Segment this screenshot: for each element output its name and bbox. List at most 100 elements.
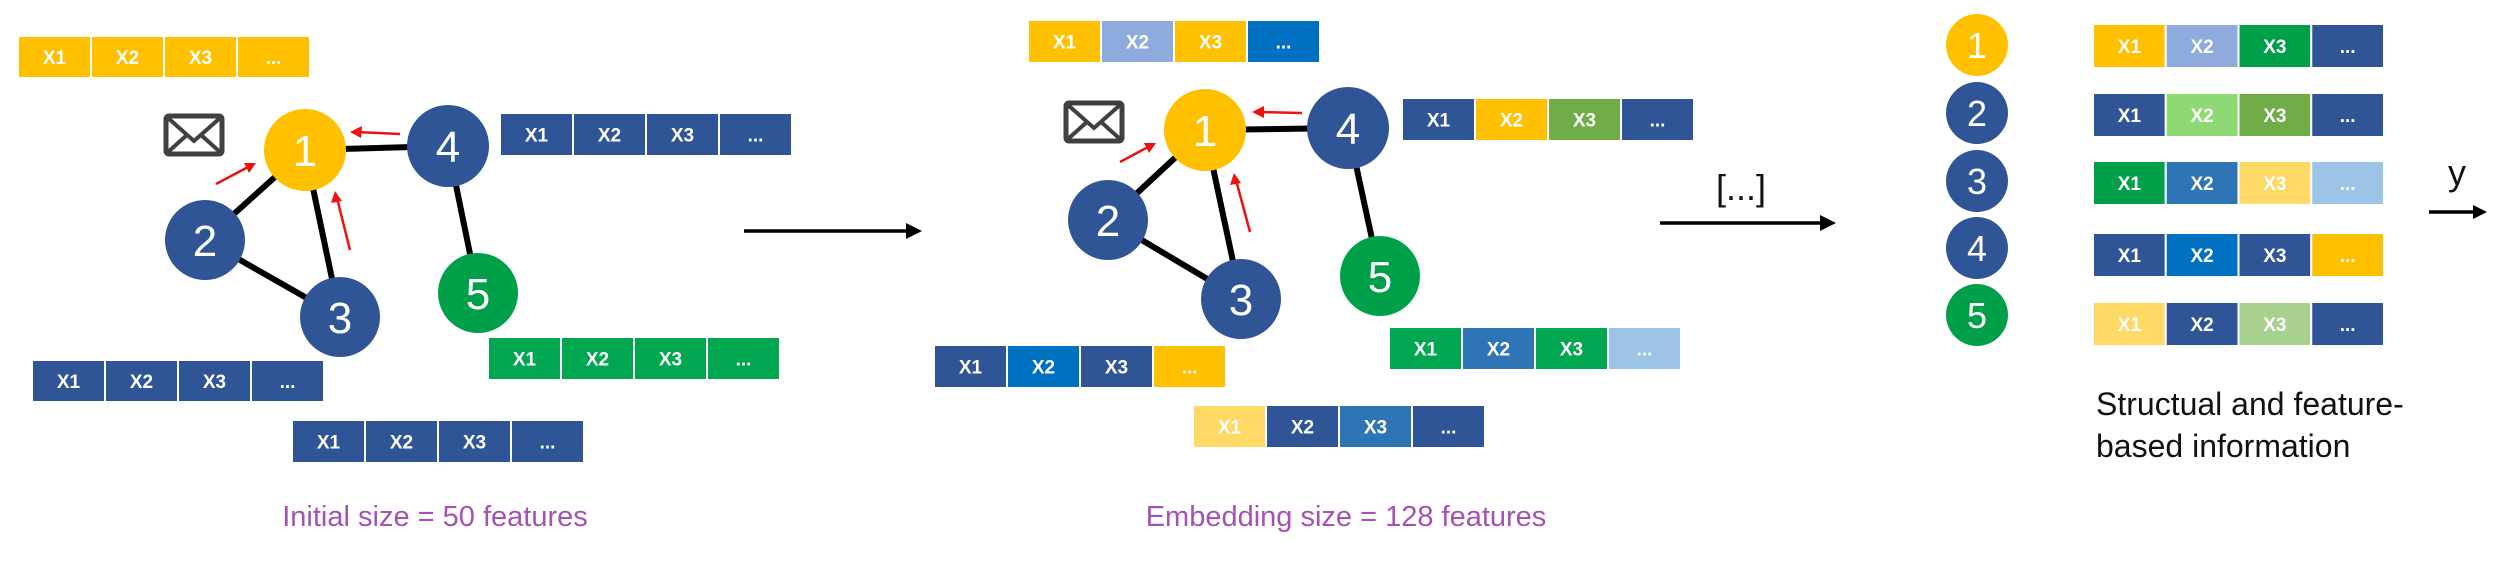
feature-cell	[2310, 23, 2385, 69]
feature-cell-label: X1	[2118, 174, 2142, 195]
legend-node-3: 3	[1946, 150, 2008, 212]
node-embedding-legend: 1 2 3 4 5 X1 X2 X3... X1 X2 X3... X1 X2 X3... …	[1946, 14, 2404, 464]
feature-cell	[437, 419, 512, 464]
legend-node-2: 2	[1946, 82, 2008, 144]
feature-cell-label: X3	[2263, 315, 2286, 336]
graph-node-1: 1	[1164, 89, 1246, 171]
feature-cell	[633, 336, 708, 381]
feature-vector-node-4: X1 X2 X3...	[499, 112, 793, 157]
feature-cell-label: X2	[1032, 358, 1055, 379]
arrowhead	[244, 163, 256, 173]
node-circle	[407, 105, 489, 187]
legend-node-1: 1	[1946, 14, 2008, 76]
node-label: 3	[1229, 276, 1253, 325]
feature-cell-label: ...	[736, 350, 752, 371]
node-circle	[1946, 284, 2008, 346]
legend-caption-line-2: based information	[2096, 428, 2350, 464]
node-label: 5	[1368, 253, 1392, 302]
feature-cell-label: X2	[598, 126, 621, 147]
feature-cell	[2237, 23, 2313, 69]
graph-node-5: 5	[1340, 236, 1420, 316]
feature-cell	[2237, 160, 2313, 206]
feature-cell-label: ...	[2340, 246, 2356, 267]
feature-cell-label: ...	[2340, 37, 2356, 58]
node-label: 1	[293, 127, 317, 176]
feature-cell	[2164, 23, 2240, 69]
node-label: 5	[466, 270, 490, 319]
feature-cell	[2092, 160, 2167, 206]
feature-cell-label: X1	[2118, 37, 2142, 58]
node-circle	[1946, 217, 2008, 279]
graph-node-4: 4	[407, 105, 489, 187]
graph-node-4: 4	[1307, 87, 1389, 169]
feature-cell-label: X2	[2191, 315, 2214, 336]
feature-cell	[1411, 404, 1486, 449]
legend-node-5: 5	[1946, 284, 2008, 346]
node-label: 3	[1967, 161, 1987, 202]
feature-cell-label: X3	[659, 350, 682, 371]
left-caption: Initial size = 50 features	[282, 501, 587, 533]
legend-vector-node-3: X1 X2 X3...	[2092, 160, 2385, 206]
arrowhead	[331, 191, 342, 203]
arrowhead	[906, 223, 922, 239]
feature-cell-label: X2	[2191, 106, 2214, 127]
feature-cell-label: X2	[1126, 33, 1149, 54]
node-label: 1	[1967, 25, 1987, 66]
feature-cell-label: X2	[1487, 340, 1510, 361]
feature-cell	[499, 112, 574, 157]
node-label: 3	[328, 294, 352, 343]
feature-cell	[2092, 232, 2167, 278]
feature-cell-label: X3	[1364, 418, 1387, 439]
feature-cell-label: ...	[748, 126, 764, 147]
feature-cell	[1461, 326, 1536, 371]
feature-cell	[1173, 19, 1248, 64]
arrowhead	[2473, 205, 2487, 219]
node-circle	[1946, 14, 2008, 76]
feature-cell-label: X3	[463, 433, 486, 454]
feature-cell-label: ...	[540, 433, 556, 454]
feature-cell	[706, 336, 781, 381]
node-circle	[264, 109, 346, 191]
feature-cell-label: X2	[2191, 174, 2214, 195]
message-arrow-from-4	[1257, 110, 1303, 115]
feature-cell-label: X3	[2263, 37, 2286, 58]
feature-vector-node-2: X1 X2 X3...	[933, 344, 1227, 389]
node-label: 2	[193, 217, 217, 266]
feature-cell-label: X2	[2191, 246, 2214, 267]
feature-vector-node-5: X1 X2 X3...	[487, 336, 781, 381]
graph-node-2: 2	[165, 200, 245, 280]
arrowhead	[1820, 215, 1836, 231]
legend-caption-line-1: Structual and feature-	[2096, 386, 2404, 422]
node-label: 4	[1967, 228, 1987, 269]
feature-cell-label: X3	[1105, 358, 1128, 379]
feature-cell	[1265, 404, 1340, 449]
node-label: 5	[1967, 295, 1987, 336]
feature-cell-label: X1	[959, 358, 983, 379]
feature-cell-label: ...	[2340, 315, 2356, 336]
feature-cell	[1620, 97, 1695, 142]
feature-cell	[2237, 92, 2313, 138]
right-caption: Embedding size = 128 features	[1146, 501, 1547, 533]
feature-cell-label: X2	[586, 350, 609, 371]
feature-cell	[933, 344, 1008, 389]
feature-cell-label: X1	[513, 350, 537, 371]
feature-cell-label: X1	[2118, 246, 2142, 267]
feature-cell-label: X3	[203, 372, 226, 393]
feature-cell-label: X2	[1500, 111, 1523, 132]
feature-cell-label: X1	[1053, 33, 1077, 54]
feature-cell	[1607, 326, 1682, 371]
ellipsis-label: [...]	[1716, 167, 1766, 208]
feature-cell	[1388, 326, 1463, 371]
feature-cell	[718, 112, 793, 157]
feature-cell-label: X3	[1199, 33, 1222, 54]
feature-cell	[1547, 97, 1622, 142]
feature-cell	[31, 359, 106, 403]
feature-vector-node-2: X1 X2 X3...	[31, 359, 325, 403]
node-circle	[1068, 180, 1148, 260]
feature-cell	[236, 35, 311, 79]
feature-cell-label: X1	[2118, 315, 2142, 336]
feature-cell	[645, 112, 720, 157]
node-label: 4	[1336, 105, 1360, 154]
message-arrows	[215, 126, 401, 251]
feature-cell	[2092, 92, 2167, 138]
